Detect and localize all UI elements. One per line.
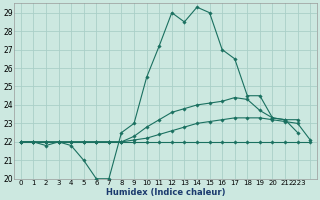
X-axis label: Humidex (Indice chaleur): Humidex (Indice chaleur): [106, 188, 225, 197]
